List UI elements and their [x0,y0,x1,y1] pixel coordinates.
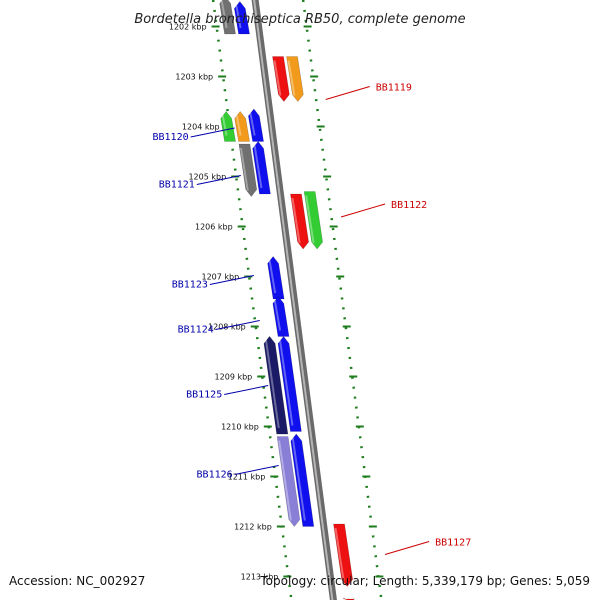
tick-label: 1209 kbp [215,373,253,382]
inner-ruler [211,0,293,600]
gene-highlight [273,60,282,96]
gene-highlight [278,440,292,521]
gene-arrow [234,111,250,142]
gene-arrow [290,433,315,527]
gene-label: BB1121 [159,180,195,191]
gene-label: BB1127 [435,538,471,549]
inner-ruler-dots [211,0,293,600]
gene-arrow [248,108,264,142]
gene-arrow [286,56,304,102]
tick-label: 1211 kbp [228,473,266,482]
genome-backbone [251,0,337,600]
gene-highlight [273,300,282,331]
gene-arrow [272,56,290,102]
gene-arrow [303,191,323,250]
label-leader-line [224,385,269,395]
gene-highlight [268,260,277,294]
gene-arrow [277,336,302,432]
tick-label: 1204 kbp [182,123,220,132]
gene-highlight [253,145,263,189]
gene-highlight [235,5,242,29]
gene-highlight [305,195,315,244]
tick-label: 1213 kbp [241,573,279,582]
gene-label: BB1125 [186,390,222,401]
label-leader-line [340,203,386,218]
backbone-highlight [253,0,334,600]
gene-highlight [220,0,228,29]
outer-ruler [301,0,383,600]
label-leader-line [325,86,370,100]
outer-ruler-dots [301,0,383,600]
tick-label: 1207 kbp [202,273,240,282]
label-leader-line [209,275,254,285]
gene-highlight [249,112,256,136]
gene-label: BB1126 [197,470,233,481]
gene-arrow [252,141,271,195]
gene-highlight [291,197,301,244]
gene-arrow [220,111,236,142]
gene-arrow [333,523,353,587]
gene-label: BB1123 [172,280,208,291]
gene-highlight [334,527,345,581]
gene-highlight [239,147,249,191]
tick-label: 1210 kbp [221,423,259,432]
accession-text: Accession: NC_002927 [9,574,146,588]
gene-arrow [219,0,236,35]
gene-arrow [263,336,289,435]
gene-highlight [291,437,306,521]
gene-highlight [279,340,294,426]
genome-summary-text: Topology: circular; Length: 5,339,179 bp… [260,574,590,588]
map-title: Bordetella bronchiseptica RB50, complete… [134,12,465,27]
tick-label: 1202 kbp [169,23,207,32]
gene-highlight [235,115,242,136]
gene-arrow [234,1,250,35]
tick-label: 1203 kbp [175,73,213,82]
tick-label: 1205 kbp [188,173,226,182]
gene-highlight [287,60,296,96]
tick-label: 1206 kbp [195,223,233,232]
gene-highlight [221,115,228,136]
gene-arrow [238,143,258,197]
tick-label: 1212 kbp [234,523,272,532]
label-leader-line [196,175,241,185]
label-leader-line [215,320,260,330]
gene-features [219,0,356,600]
gene-labels: BB1119 BB1120 BB1121 BB1122 BB1123 BB1124 BB11… [152,83,471,555]
gene-arrow [276,436,301,527]
gene-label: BB1122 [391,200,427,211]
gene-label: BB1120 [152,132,188,143]
gene-arrow [272,296,290,337]
label-leader-line [234,465,279,475]
gene-arrow [267,256,285,300]
gene-label: BB1124 [178,325,214,336]
gene-arrow [290,193,309,250]
label-leader-line [384,541,430,555]
gene-highlight [265,340,280,429]
label-leader-line [190,127,235,138]
gene-label: BB1119 [376,83,412,94]
